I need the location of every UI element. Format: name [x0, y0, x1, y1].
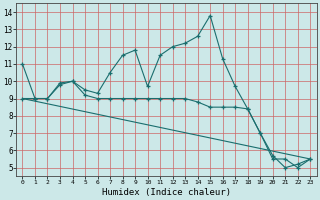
X-axis label: Humidex (Indice chaleur): Humidex (Indice chaleur)	[102, 188, 231, 197]
